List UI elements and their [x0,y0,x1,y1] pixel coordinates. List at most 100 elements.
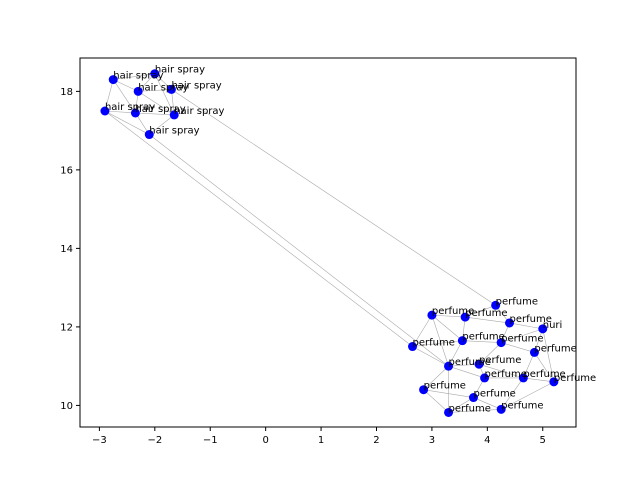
edge-25 [509,322,543,330]
edge-51 [412,314,433,347]
edge-21 [431,314,466,318]
data-point-1 [133,86,143,96]
point-label-11: perfume [509,314,551,325]
data-point-0 [108,75,118,85]
data-point-13 [457,336,467,346]
edge-27 [501,328,543,343]
edge-33 [478,342,502,365]
data-point-12 [538,324,548,334]
edge-13 [104,110,150,135]
y-tick-label-1: 12 [60,322,73,333]
edge-14 [138,91,175,116]
data-point-4 [100,106,110,116]
point-label-4: hair spray [105,102,155,113]
edge-43 [500,377,524,410]
point-label-22: perfume [424,381,466,392]
data-point-25 [444,407,454,417]
point-label-2: hair spray [155,65,205,76]
points-layer [100,69,559,417]
edge-34 [412,346,449,367]
data-point-23 [468,393,478,403]
data-point-8 [491,300,501,310]
edge-36 [448,363,480,367]
data-point-22 [419,385,429,395]
edge-30 [412,340,463,347]
point-label-12: nuri [543,320,563,331]
point-label-20: perfume [523,369,565,380]
x-tick-label-7: 4 [484,435,490,446]
y-tick-label-2: 14 [60,244,73,255]
edge-37 [448,365,485,379]
x-tick-label-1: −2 [147,435,162,446]
x-tick-label-5: 2 [373,435,379,446]
edge-18 [149,134,449,367]
y-axis: 10 12 14 16 18 [60,87,80,412]
edge-35 [523,352,535,379]
point-label-5: hair spray [135,104,185,115]
point-label-15: perfume [413,338,455,349]
edge-22 [431,314,463,341]
data-point-6 [169,110,179,120]
x-tick-label-8: 5 [540,435,546,446]
point-label-3: hair spray [171,80,221,91]
edge-52 [534,352,555,383]
edge-39 [478,363,524,379]
y-tick-label-4: 18 [60,87,73,98]
edge-4 [138,89,172,92]
edge-17 [104,110,413,347]
data-point-10 [460,312,470,322]
data-point-9 [427,310,437,320]
data-point-24 [496,404,506,414]
x-tick-label-4: 1 [318,435,324,446]
edge-0 [113,79,139,92]
edge-10 [135,112,175,116]
point-label-18: perfume [479,355,521,366]
point-label-21: perfume [554,373,596,384]
point-label-9: perfume [432,306,474,317]
point-label-24: perfume [501,400,543,411]
edge-48 [473,397,502,410]
edge-42 [523,377,554,383]
x-tick-label-2: −1 [203,435,218,446]
point-label-8: perfume [496,296,538,307]
point-label-23: perfume [473,389,515,400]
edge-16 [171,89,496,306]
point-label-19: perfume [485,369,527,380]
data-point-7 [144,130,154,140]
edge-19 [465,305,496,318]
x-tick-label-6: 3 [429,435,435,446]
edge-44 [501,381,554,410]
edge-47 [423,389,449,413]
edge-9 [104,110,136,114]
edge-23 [465,316,510,324]
x-tick-label-3: 0 [262,435,268,446]
edge-1 [113,73,155,80]
data-point-18 [474,359,484,369]
data-point-14 [496,338,506,348]
point-label-17: perfume [449,357,491,368]
x-tick-label-0: −3 [92,435,107,446]
edge-54 [431,315,449,367]
data-point-17 [444,361,454,371]
data-point-2 [150,69,160,79]
point-label-14: perfume [501,334,543,345]
data-point-21 [549,377,559,387]
data-point-15 [408,342,418,352]
edge-7 [154,73,175,116]
edge-32 [501,342,535,353]
edge-2 [104,79,114,112]
point-label-1: hair spray [138,82,188,93]
point-label-25: perfume [449,403,491,414]
data-point-11 [504,318,514,328]
edge-53 [542,328,555,382]
point-label-10: perfume [465,308,507,319]
edge-15 [113,79,136,114]
point-label-6: hair spray [174,106,224,117]
point-label-16: perfume [534,343,576,354]
point-label-13: perfume [462,332,504,343]
edge-50 [448,409,502,413]
data-point-3 [166,84,176,94]
data-point-20 [518,373,528,383]
